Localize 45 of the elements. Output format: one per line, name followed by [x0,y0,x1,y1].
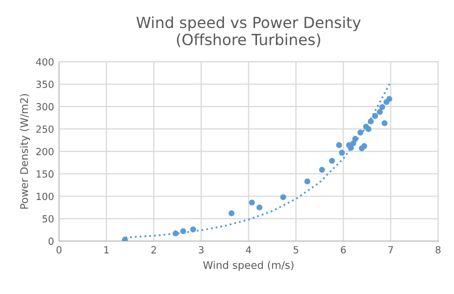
point [336,142,342,148]
point [180,228,186,234]
point [122,236,128,242]
x-axis-title: Wind speed (m/s) [203,260,294,271]
point [366,126,372,132]
point [256,204,262,210]
x-tick-label: 7 [388,246,393,254]
point [304,178,310,184]
point [379,104,386,110]
point [190,226,196,232]
point [386,96,392,102]
point [368,118,374,124]
y-tick-label: 350 [36,80,54,88]
point [376,109,383,115]
y-tick-label: 300 [36,103,54,110]
point [228,210,234,216]
y-tick-label: 0 [48,238,54,245]
chart-title: Wind speed vs Power Density (Offshore Turbines) [136,16,361,48]
y-axis-title: Power Density (W/m2) [20,94,30,209]
x-tick-label: 2 [151,246,156,254]
x-tick-label: 6 [340,246,346,254]
point [352,136,358,142]
point [329,158,335,164]
y-tick-label: 150 [36,170,54,178]
point [361,143,368,149]
y-tick-label: 50 [42,215,54,222]
x-tick-label: 0 [56,246,62,254]
y-tick-label: 400 [36,58,54,66]
y-tick-label: 100 [36,192,54,200]
x-tick-label: 5 [294,246,298,254]
point [280,194,286,200]
y-tick-label: 200 [36,148,54,156]
point [372,113,378,119]
point [357,130,364,136]
point [172,230,179,236]
x-tick-label: 1 [104,246,109,254]
point [350,140,356,146]
point [338,150,345,156]
x-tick-label: 4 [246,246,252,254]
point [382,120,388,126]
point [248,200,255,206]
x-tick-label: 8 [436,246,441,254]
point [319,166,325,173]
x-tick-label: 3 [198,246,204,254]
y-tick-label: 250 [36,125,54,133]
